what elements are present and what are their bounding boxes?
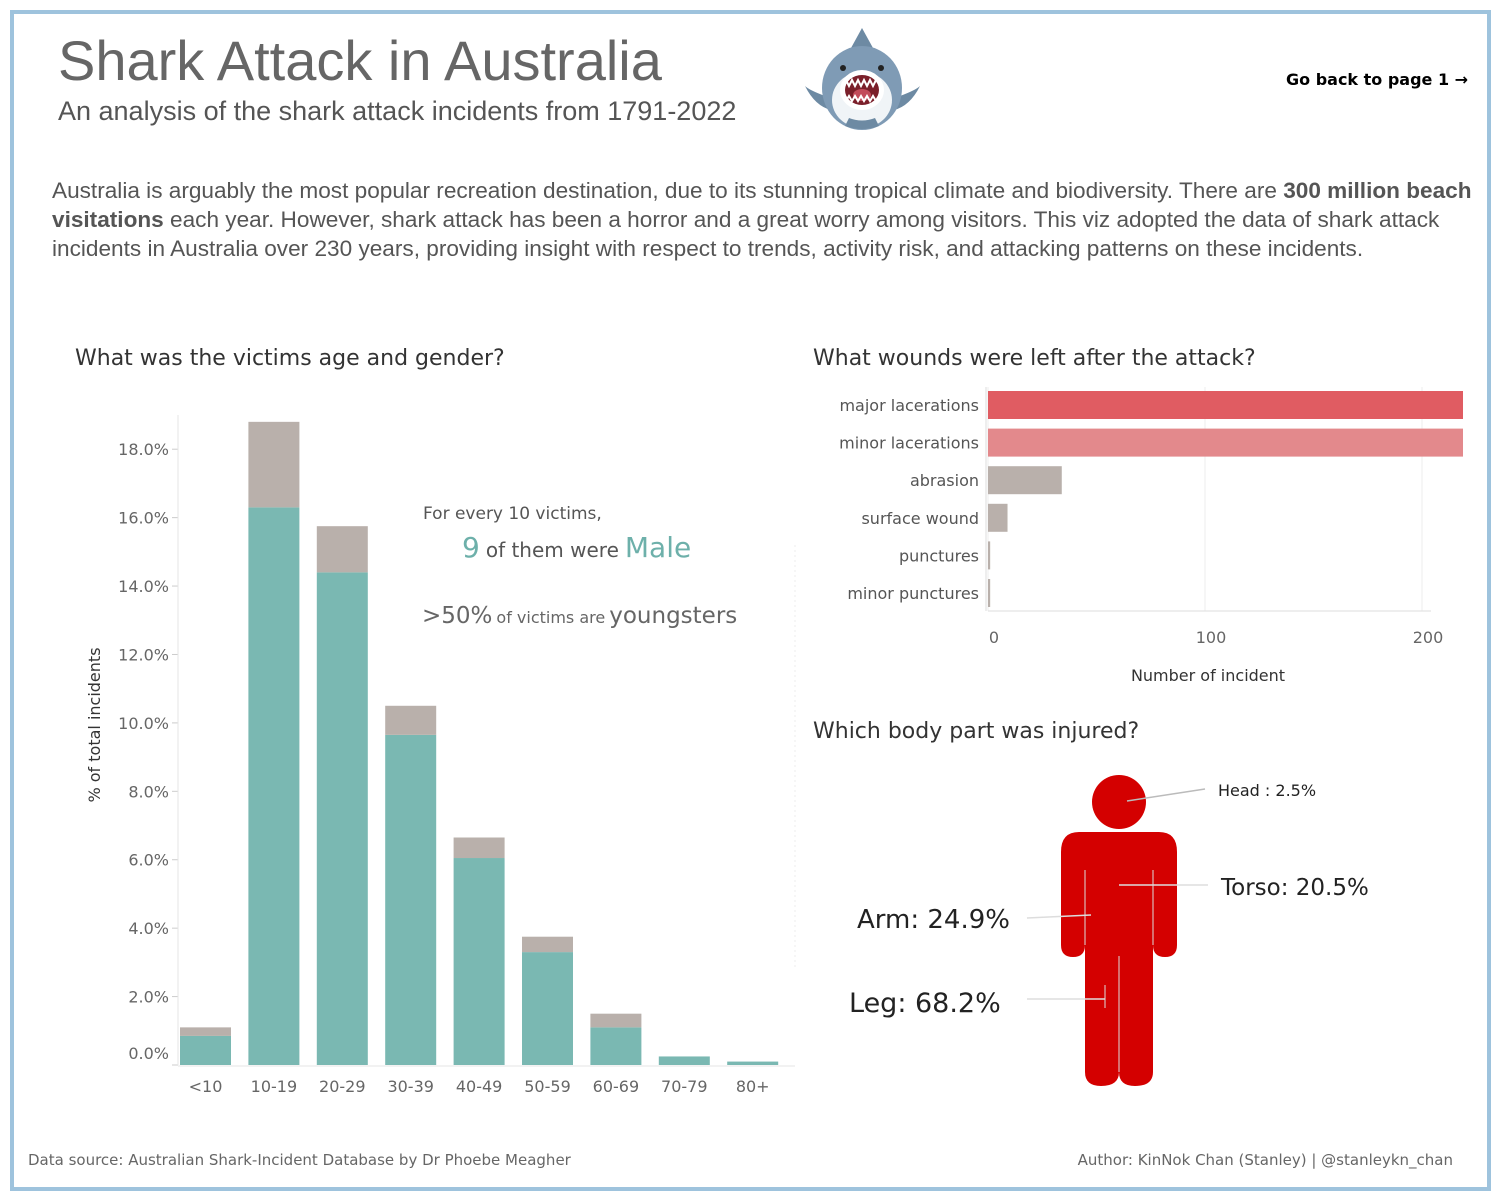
wound-bar[interactable] — [988, 503, 1008, 532]
age-y-tick-label: 18.0% — [118, 440, 169, 459]
torso-label: Torso: 20.5% — [1220, 875, 1369, 901]
age-gender-chart: 0.0% 2.0% 4.0% 6.0% 8.0% 10.0% 12.0% 14.0% 16.0%… — [85, 415, 796, 1096]
age-bar-male[interactable] — [590, 1027, 642, 1065]
age-x-tick-label: <10 — [189, 1077, 223, 1096]
wound-category-label: minor punctures — [847, 584, 979, 603]
age-x-tick-label: 70-79 — [661, 1077, 708, 1096]
wound-category-label: punctures — [899, 546, 979, 565]
intro-highlight: 300 million beach visitations — [52, 178, 1472, 232]
age-x-tick-label: 40-49 — [456, 1077, 503, 1096]
wound-bar[interactable] — [988, 428, 1463, 457]
age-bar-female[interactable] — [590, 1013, 642, 1028]
wound-bar[interactable] — [988, 466, 1062, 495]
page-title: Shark Attack in Australia — [58, 29, 662, 92]
age-y-axis-label: % of total incidents — [85, 647, 104, 802]
body-part-figure: Head : 2.5% Torso: 20.5% Arm: 24.9% Leg:… — [849, 775, 1369, 1086]
wound-category-label: abrasion — [910, 471, 979, 490]
age-bar-male[interactable] — [658, 1056, 710, 1065]
age-bar-male[interactable] — [453, 858, 505, 1065]
shark-icon — [805, 28, 920, 130]
wounds-chart-title: What wounds were left after the attack? — [813, 346, 1256, 371]
age-x-tick-label: 20-29 — [319, 1077, 366, 1096]
age-bar-male[interactable] — [180, 1035, 231, 1065]
head-label: Head : 2.5% — [1218, 781, 1316, 800]
wounds-x-axis-label: Number of incident — [1131, 666, 1285, 685]
age-bar-male[interactable] — [248, 507, 300, 1065]
arm-label: Arm: 24.9% — [857, 905, 1010, 935]
age-bar-female[interactable] — [385, 705, 437, 735]
age-y-tick-label: 0.0% — [128, 1044, 169, 1063]
age-chart-title: What was the victims age and gender? — [75, 346, 505, 371]
age-y-tick-label: 14.0% — [118, 577, 169, 596]
intro-paragraph: Australia is arguably the most popular r… — [52, 178, 1472, 261]
age-note-line1: For every 10 victims, — [423, 504, 602, 524]
age-x-tick-label: 30-39 — [387, 1077, 434, 1096]
age-y-tick-label: 16.0% — [118, 509, 169, 528]
age-bar-female[interactable] — [180, 1027, 231, 1036]
age-bar-female[interactable] — [453, 837, 505, 859]
age-y-tick-label: 12.0% — [118, 645, 169, 664]
author-note: Author: KinNok Chan (Stanley) | @stanley… — [1077, 1151, 1453, 1169]
figure-head — [1092, 775, 1146, 829]
age-bar-male[interactable] — [385, 734, 437, 1065]
age-x-tick-label: 10-19 — [251, 1077, 298, 1096]
wound-category-label: surface wound — [861, 509, 979, 528]
age-bar-female[interactable] — [248, 421, 300, 508]
age-y-tick-label: 10.0% — [118, 714, 169, 733]
age-bar-male[interactable] — [522, 952, 573, 1065]
leg-label: Leg: 68.2% — [849, 988, 1001, 1019]
age-x-tick-label: 80+ — [736, 1077, 770, 1096]
age-x-tick-label: 50-59 — [524, 1077, 571, 1096]
body-part-title: Which body part was injured? — [813, 719, 1140, 744]
age-bar-male[interactable] — [316, 572, 368, 1065]
wound-bar[interactable] — [988, 391, 1463, 419]
age-y-tick-label: 2.0% — [128, 988, 169, 1007]
wound-x-tick-label: 100 — [1196, 628, 1227, 647]
age-y-tick-label: 4.0% — [128, 919, 169, 938]
age-bar-male[interactable] — [727, 1061, 779, 1065]
age-y-tick-label: 6.0% — [128, 851, 169, 870]
age-note-line3: >50% of victims are youngsters — [422, 603, 737, 629]
wound-x-tick-label: 200 — [1413, 628, 1444, 647]
wound-category-label: major lacerations — [839, 396, 979, 415]
wound-category-label: minor lacerations — [839, 434, 979, 453]
data-source-note: Data source: Australian Shark-Incident D… — [28, 1151, 571, 1169]
age-bar-female[interactable] — [522, 936, 573, 953]
wound-bar[interactable] — [988, 579, 991, 607]
age-y-tick-label: 8.0% — [128, 782, 169, 801]
age-x-tick-label: 60-69 — [593, 1077, 640, 1096]
age-note-line2: 9 of them were Male — [462, 531, 691, 564]
age-bar-female[interactable] — [316, 526, 368, 573]
back-to-page1-link[interactable]: Go back to page 1 → — [1286, 70, 1469, 89]
dashboard-frame — [10, 10, 1491, 1191]
wound-x-tick-label: 0 — [989, 628, 999, 647]
page-subtitle: An analysis of the shark attack incident… — [58, 96, 737, 126]
wound-bar[interactable] — [988, 541, 991, 570]
